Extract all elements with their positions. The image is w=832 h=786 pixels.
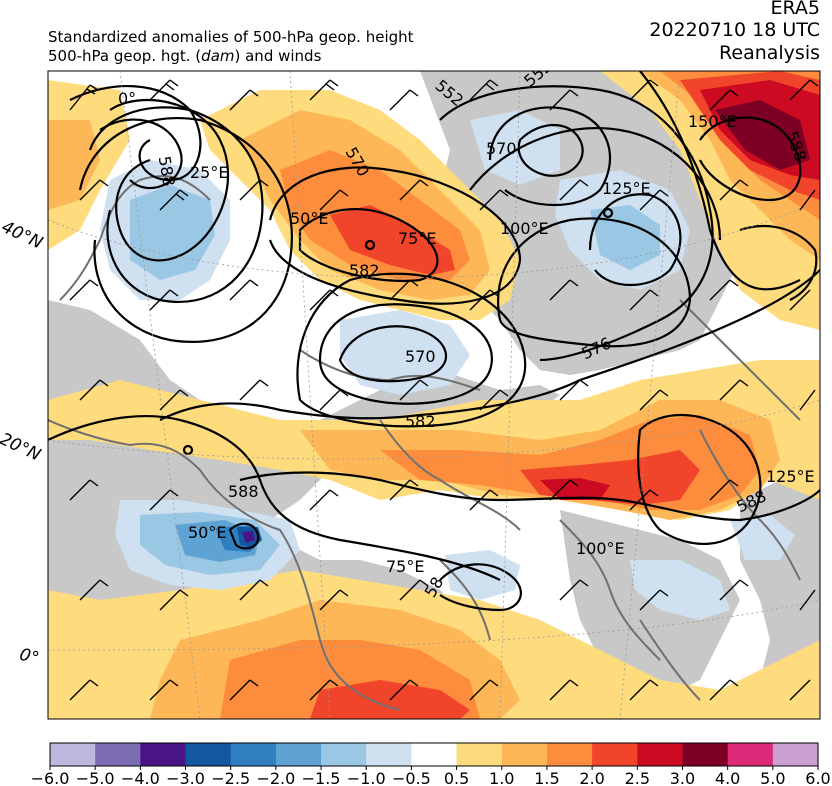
- colorbar-ticks: −6.0 −5.0 −4.0 −3.0 −2.5 −2.0 −1.5 −1.0 −0.5 0.5 1…: [31, 766, 831, 786]
- graticule: [48, 71, 820, 719]
- colorbar-tick-label: 2.0: [579, 769, 604, 786]
- colorbar-swatch: [772, 743, 819, 766]
- dataset-label: ERA5: [770, 0, 820, 19]
- colorbar-tick-label: −1.0: [347, 769, 386, 786]
- lon-label: 100°E: [500, 219, 549, 238]
- colorbar-swatch: [185, 743, 232, 766]
- contour-label: 588: [228, 482, 259, 501]
- colorbar-frame: [49, 742, 819, 767]
- lon-label: 25°E: [190, 163, 228, 182]
- colorbar-tick-label: −4.0: [121, 769, 160, 786]
- lon-label: 100°E: [576, 539, 625, 558]
- colorbar-tick-label: −5.0: [76, 769, 115, 786]
- colorbar-swatch: [637, 743, 683, 766]
- colorbar-tick-label: −3.0: [166, 769, 205, 786]
- colorbar-swatch: [230, 743, 277, 766]
- colorbar-tick-label: −2.5: [211, 769, 250, 786]
- lon-label: 75°E: [398, 229, 436, 248]
- colorbar-tick-label: 6.0: [805, 769, 830, 786]
- colorbar-tick-label: 1.5: [534, 769, 559, 786]
- negative-anomalies: [100, 110, 795, 620]
- colorbar-tick-label: 0.5: [444, 769, 469, 786]
- lon-label: 75°E: [386, 557, 424, 576]
- subtitle-unit: dam: [201, 47, 235, 65]
- colorbar-tick-label: 2.5: [625, 769, 650, 786]
- colorbar-tick-label: 1.0: [489, 769, 514, 786]
- colorbar-swatch: [275, 743, 322, 766]
- colorbar-swatch: [50, 743, 96, 766]
- lat-label: 40°N: [0, 217, 46, 253]
- product-label: Reanalysis: [719, 42, 820, 64]
- colorbar-swatch: [95, 743, 141, 766]
- colorbar-swatch: [592, 743, 638, 766]
- map-subtitle: 500-hPa geop. hgt. (dam) and winds: [48, 47, 321, 65]
- subtitle-suffix: ) and winds: [234, 47, 322, 65]
- lon-label: 50°E: [290, 209, 328, 228]
- colorbar: −6.0 −5.0 −4.0 −3.0 −2.5 −2.0 −1.5 −1.0 −0.5 0.5 1…: [31, 742, 831, 786]
- lon-label: 50°E: [188, 523, 226, 542]
- colorbar-swatch: [546, 743, 593, 766]
- colorbar-tick-label: −0.5: [392, 769, 431, 786]
- height-contours: [48, 71, 820, 612]
- colorbar-swatch: [140, 743, 187, 766]
- colorbar-swatch: [501, 743, 548, 766]
- colorbar-tick-label: 5.0: [760, 769, 785, 786]
- colorbar-swatch: [321, 743, 367, 766]
- contour-label: 570: [405, 347, 436, 366]
- wind-barbs: [69, 79, 819, 701]
- lon-label: 125°E: [766, 467, 815, 486]
- lon-label: 125°E: [602, 179, 651, 198]
- colorbar-swatch: [411, 743, 458, 766]
- colorbar-tick-label: −6.0: [31, 769, 70, 786]
- coastlines: [48, 175, 801, 711]
- colorbar-tick-label: 3.0: [670, 769, 695, 786]
- contour-label: 570: [486, 139, 517, 158]
- colorbar-swatch: [456, 743, 503, 766]
- contour-label: 582: [405, 412, 436, 431]
- colorbar-swatch: [682, 743, 729, 766]
- colorbar-swatch: [727, 743, 774, 766]
- longitude-labels: 0° 25°E 50°E 75°E 100°E 125°E 150°E 50°E…: [118, 89, 815, 576]
- lon-label: 150°E: [688, 112, 737, 131]
- colorbar-swatches: [50, 743, 819, 766]
- lon-label: 0°: [118, 89, 136, 108]
- lat-label: 0°: [17, 645, 41, 669]
- contour-label: 582: [349, 261, 380, 280]
- map-plot-area: 552 570 582 570 576 582 588 588 588 552 …: [48, 71, 820, 719]
- positive-anomalies: [48, 71, 820, 719]
- colorbar-swatch: [366, 743, 412, 766]
- map-title: Standardized anomalies of 500-hPa geop. …: [48, 28, 414, 46]
- latitude-labels: 40°N 20°N 0°: [0, 217, 46, 669]
- subtitle-prefix: 500-hPa geop. hgt. (: [48, 47, 202, 65]
- map-frame: [47, 70, 821, 720]
- valid-datetime: 20220710 18 UTC: [649, 19, 820, 41]
- lat-label: 20°N: [0, 429, 44, 465]
- colorbar-tick-label: 4.0: [715, 769, 740, 786]
- colorbar-tick-label: −1.5: [302, 769, 341, 786]
- colorbar-tick-label: −2.0: [256, 769, 295, 786]
